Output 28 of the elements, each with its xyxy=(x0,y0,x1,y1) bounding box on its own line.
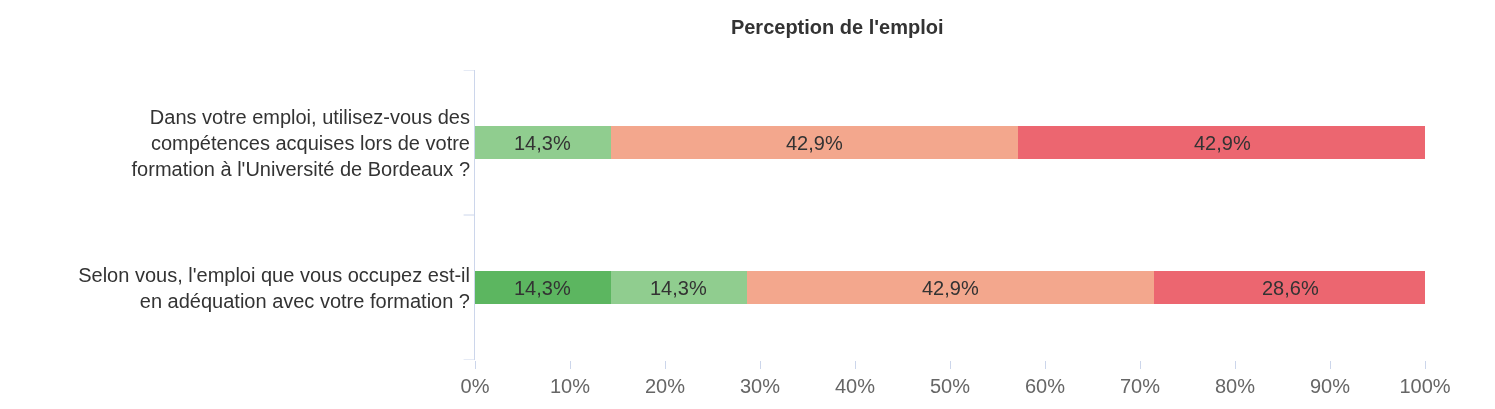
x-tick-label: 60% xyxy=(1024,375,1066,397)
chart-title: Perception de l'emploi xyxy=(730,16,944,39)
x-tick-label: 100% xyxy=(1399,375,1451,397)
data-label: 42,9% xyxy=(1194,132,1251,154)
bar xyxy=(610,270,747,305)
data-label: 28,6% xyxy=(1262,277,1319,299)
x-tick-label: 80% xyxy=(1214,375,1256,397)
data-label: 14,3% xyxy=(514,132,571,154)
x-tick-label: 10% xyxy=(549,375,591,397)
x-tick-label: 40% xyxy=(834,375,876,397)
bar xyxy=(746,270,1155,305)
x-tick-label: 70% xyxy=(1119,375,1161,397)
data-label: 42,9% xyxy=(922,277,979,299)
x-tick-label: 90% xyxy=(1309,375,1351,397)
bar xyxy=(475,270,611,305)
bar xyxy=(475,125,611,160)
x-tick-label: 0% xyxy=(460,375,490,397)
bar xyxy=(610,125,1019,160)
y-tick-label: Dans votre emploi, utilisez-vous des compétences acquises lors de votre formation à l'Université de Bordeaux ? xyxy=(131,105,470,180)
x-tick-label: 20% xyxy=(644,375,686,397)
data-label: 14,3% xyxy=(650,277,707,299)
data-label: 42,9% xyxy=(786,132,843,154)
bar xyxy=(1154,270,1425,305)
bar xyxy=(1018,125,1425,160)
x-tick-label: 50% xyxy=(929,375,971,397)
x-tick-label: 30% xyxy=(739,375,781,397)
data-label: 14,3% xyxy=(514,277,571,299)
y-tick-label: Selon vous, l'emploi que vous occupez est-il en adéquation avec votre formation ? xyxy=(78,263,470,312)
